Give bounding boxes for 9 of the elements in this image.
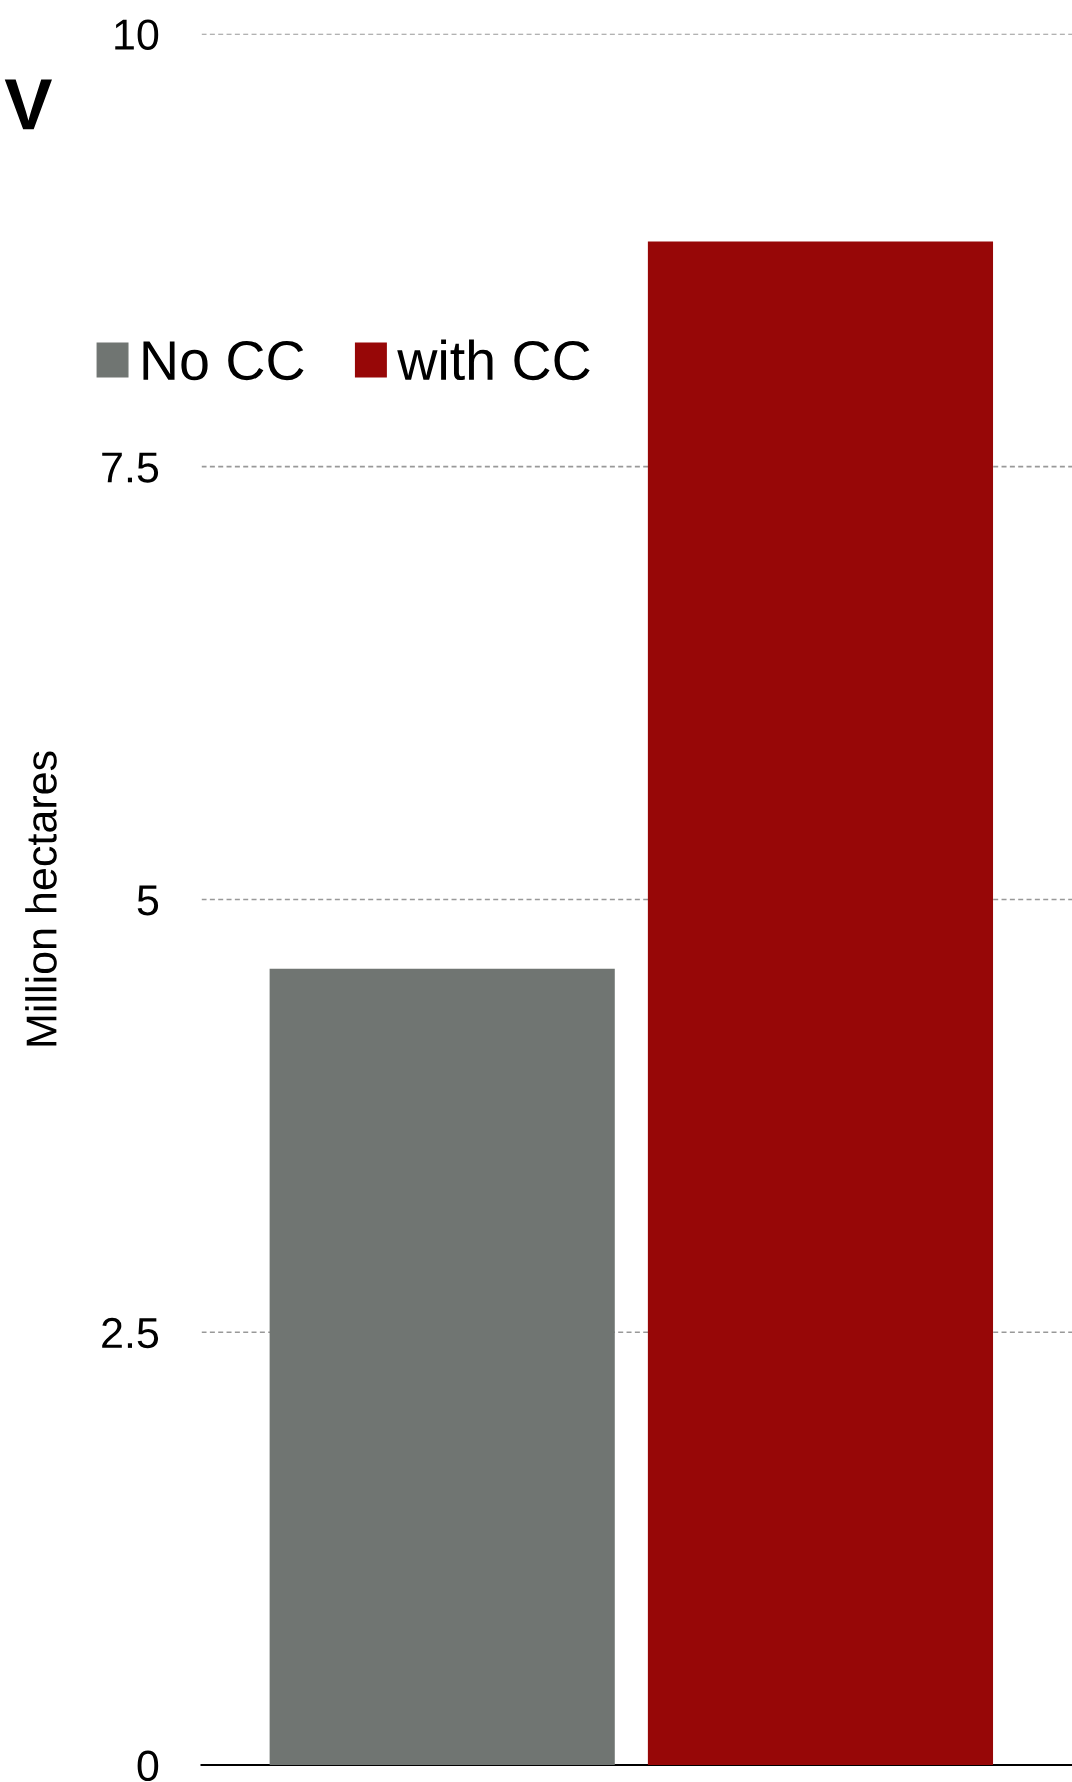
y-tick-label: 2.5: [102, 1317, 159, 1349]
y-tick-label: 0: [137, 1750, 159, 1782]
y-tick-label: 10: [115, 19, 159, 50]
legend-label: with CC: [397, 339, 590, 381]
y-axis-title: Million hectares: [25, 751, 57, 1046]
legend-label: No CC: [143, 340, 304, 381]
y-tick-label: 5: [137, 885, 159, 916]
y-tick-label: 7.5: [102, 452, 159, 483]
chart-title: V: [4, 79, 52, 130]
